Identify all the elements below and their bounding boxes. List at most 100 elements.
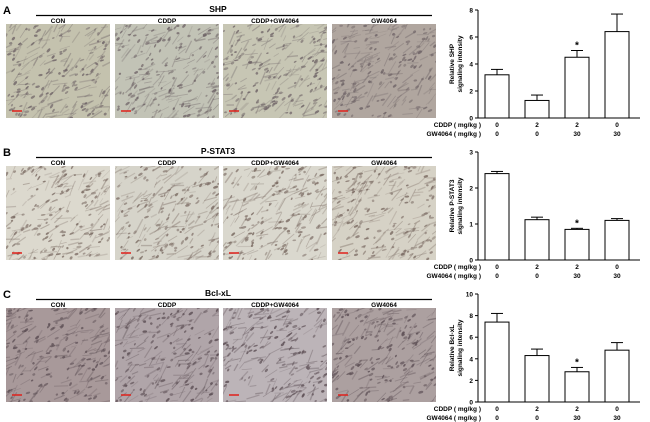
- cell-nucleus: [267, 315, 272, 320]
- cell-nucleus: [302, 216, 305, 221]
- cell-nucleus: [225, 347, 229, 351]
- tissue-fiber: [279, 337, 287, 342]
- tissue-fiber: [323, 99, 327, 107]
- tissue-fiber: [90, 340, 103, 346]
- cell-nucleus: [6, 342, 11, 345]
- tissue-fiber: [85, 201, 95, 210]
- cell-nucleus: [267, 104, 271, 108]
- tissue-fiber: [212, 104, 219, 111]
- tissue-fiber: [360, 51, 373, 55]
- tissue-fiber: [225, 205, 232, 211]
- cell-nucleus: [225, 57, 229, 61]
- cell-nucleus: [301, 202, 305, 206]
- tissue-fiber: [27, 255, 32, 260]
- tissue-fiber: [63, 330, 76, 339]
- tissue-fiber: [247, 196, 263, 201]
- cell-nucleus: [285, 324, 289, 328]
- tissue-fiber: [332, 64, 341, 70]
- tissue-fiber: [117, 322, 132, 331]
- tissue-fiber: [223, 202, 229, 210]
- tissue-fiber: [162, 174, 172, 181]
- cell-nucleus: [358, 172, 363, 175]
- tissue-fiber: [164, 93, 174, 98]
- tissue-fiber: [320, 185, 325, 193]
- tissue-fiber: [39, 385, 45, 393]
- tissue-fiber: [22, 93, 32, 99]
- cell-nucleus: [346, 313, 350, 317]
- cell-nucleus: [366, 105, 371, 108]
- tissue-fiber: [296, 67, 303, 72]
- cell-nucleus: [346, 221, 351, 225]
- cell-nucleus: [176, 319, 180, 322]
- tissue-fiber: [395, 231, 405, 237]
- tissue-fiber: [387, 61, 397, 76]
- cell-nucleus: [373, 194, 378, 196]
- cell-nucleus: [254, 185, 258, 191]
- cell-nucleus: [316, 311, 322, 314]
- cell-nucleus: [274, 336, 279, 339]
- tissue-fiber: [341, 321, 351, 337]
- cell-nucleus: [208, 252, 212, 255]
- tissue-fiber: [124, 317, 136, 329]
- y-tick-label: 8: [469, 313, 473, 320]
- tissue-fiber: [72, 389, 80, 392]
- cell-nucleus: [367, 62, 371, 67]
- cell-nucleus: [415, 106, 421, 109]
- tissue-fiber: [311, 210, 321, 217]
- cell-nucleus: [160, 358, 165, 361]
- tissue-fiber: [151, 186, 164, 199]
- cell-nucleus: [412, 51, 415, 55]
- tissue-fiber: [72, 324, 81, 335]
- tissue-fiber: [249, 184, 256, 192]
- tissue-fiber: [231, 198, 239, 211]
- cell-nucleus: [320, 360, 324, 363]
- tissue-fiber: [29, 166, 33, 172]
- bar: [524, 355, 550, 403]
- cell-nucleus: [21, 213, 25, 216]
- tissue-fiber: [10, 392, 18, 402]
- tissue-fiber: [409, 385, 415, 395]
- cell-nucleus: [182, 24, 186, 28]
- tissue-fiber: [233, 363, 239, 372]
- tissue-fiber: [84, 93, 91, 98]
- micrograph-background: [223, 308, 327, 402]
- tissue-fiber: [42, 82, 51, 89]
- cell-nucleus: [178, 86, 183, 89]
- tissue-fiber: [89, 231, 95, 238]
- cell-nucleus: [376, 229, 382, 233]
- tissue-fiber: [419, 250, 427, 257]
- tissue-fiber: [332, 222, 341, 226]
- tissue-fiber: [243, 326, 253, 335]
- tissue-fiber: [6, 388, 21, 394]
- tissue-fiber: [322, 195, 327, 203]
- cell-nucleus: [211, 60, 214, 65]
- cell-nucleus: [416, 45, 421, 48]
- cell-nucleus: [353, 69, 358, 72]
- tissue-fiber: [399, 254, 406, 259]
- cell-nucleus: [231, 232, 236, 236]
- tissue-fiber: [59, 35, 64, 42]
- cell-nucleus: [21, 167, 24, 172]
- cell-nucleus: [228, 308, 233, 312]
- tissue-fiber: [6, 98, 16, 102]
- cell-nucleus: [138, 239, 142, 242]
- cell-nucleus: [128, 25, 131, 28]
- cell-nucleus: [13, 308, 16, 311]
- cell-nucleus: [172, 208, 175, 212]
- cell-nucleus: [69, 116, 73, 118]
- tissue-fiber: [171, 55, 178, 68]
- tissue-fiber: [21, 200, 28, 207]
- cell-nucleus: [63, 84, 67, 87]
- cell-nucleus: [376, 57, 380, 61]
- tissue-fiber: [223, 241, 234, 253]
- cell-nucleus: [351, 178, 356, 180]
- cell-nucleus: [388, 344, 393, 348]
- tissue-fiber: [25, 105, 37, 109]
- cell-nucleus: [156, 325, 159, 329]
- tissue-fiber: [242, 182, 250, 192]
- cell-nucleus: [389, 379, 392, 382]
- cell-nucleus: [121, 45, 125, 49]
- cell-nucleus: [81, 68, 85, 71]
- tissue-fiber: [49, 206, 56, 212]
